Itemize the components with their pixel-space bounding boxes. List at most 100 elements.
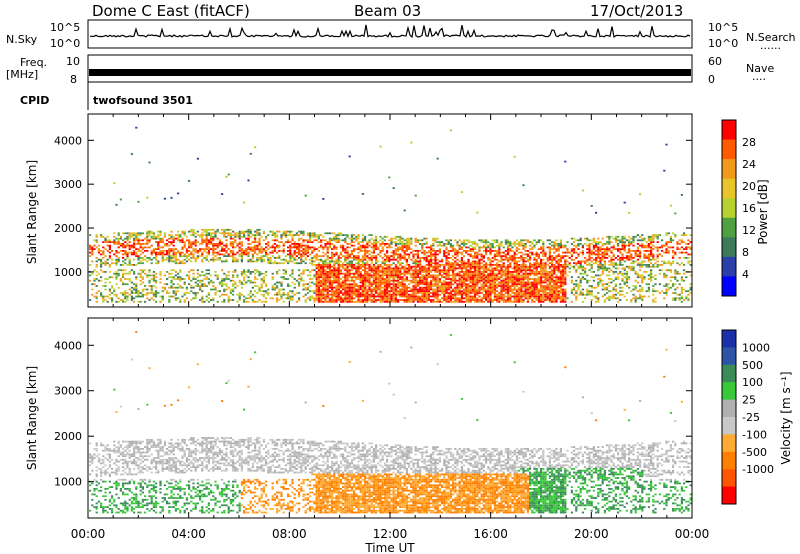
echo-cell: [168, 250, 171, 252]
echo-cell: [405, 295, 408, 298]
echo-cell: [130, 297, 133, 300]
echo-cell: [542, 269, 545, 272]
echo-cell: [381, 271, 384, 273]
echo-cell: [278, 246, 281, 249]
echo-cell: [518, 260, 521, 263]
echo-cell: [370, 283, 373, 286]
echo-cell: [322, 292, 325, 294]
echo-cell: [482, 295, 485, 298]
echo-cell: [181, 260, 184, 263]
echo-cell: [284, 255, 287, 257]
echo-cell: [344, 258, 347, 261]
echo-cell: [163, 232, 166, 235]
echo-cell: [544, 274, 547, 277]
echo-cell: [564, 271, 567, 273]
echo-cell: [452, 274, 455, 277]
echo-cell: [276, 286, 279, 289]
echo-cell: [443, 286, 446, 289]
echo-cell: [423, 269, 426, 272]
echo-cell: [425, 299, 428, 301]
echo-cell: [458, 246, 461, 249]
echo-cell: [482, 264, 485, 266]
echo-cell: [502, 279, 505, 282]
echo-cell: [350, 253, 353, 256]
echo-cell: [535, 260, 538, 263]
echo-cell: [507, 276, 510, 279]
echo-cell: [546, 283, 549, 286]
echo-cell: [196, 283, 199, 286]
echo-cell: [205, 255, 208, 257]
echo-cell: [559, 260, 562, 263]
echo-cell: [216, 251, 219, 254]
echo-cell: [381, 265, 384, 268]
echo-cell: [289, 258, 292, 261]
echo-cell: [315, 288, 318, 291]
echo-cell: [460, 283, 463, 286]
echo-cell: [245, 237, 248, 240]
echo-cell: [320, 234, 323, 236]
echo-cell: [518, 276, 521, 279]
echo-cell: [458, 283, 461, 286]
echo-cell: [293, 253, 296, 256]
echo-cell: [181, 251, 184, 254]
echo-cell: [467, 272, 470, 275]
echo-cell: [496, 258, 499, 261]
echo-cell: [573, 262, 576, 265]
echo-cell: [300, 250, 303, 252]
echo-cell: [489, 290, 492, 293]
echo-cell: [397, 235, 400, 238]
echo-cell: [295, 234, 298, 236]
echo-cell: [159, 274, 162, 277]
echo-cell: [254, 248, 257, 250]
echo-cell: [320, 269, 323, 272]
echo-cell: [408, 279, 411, 282]
echo-cell: [410, 281, 413, 284]
echo-cell: [166, 290, 169, 293]
echo-cell: [383, 272, 386, 275]
echo-cell: [456, 290, 459, 293]
echo-cell: [537, 281, 540, 284]
echo-cell: [502, 300, 505, 303]
echo-cell: [564, 292, 567, 294]
echo-cell: [544, 288, 547, 291]
echo-cell: [419, 288, 422, 291]
echo-cell: [377, 285, 380, 287]
echo-cell: [117, 232, 120, 235]
echo-cell: [320, 267, 323, 270]
echo-cell: [205, 243, 208, 245]
echo-cell: [284, 260, 287, 263]
echo-cell: [276, 299, 279, 301]
echo-cell: [135, 126, 138, 129]
echo-cell: [430, 281, 433, 284]
echo-cell: [353, 274, 356, 277]
echo-cell: [337, 234, 340, 236]
echo-cell: [190, 260, 193, 263]
echo-cell: [557, 265, 560, 268]
echo-cell: [375, 278, 378, 280]
echo-cell: [412, 255, 415, 257]
echo-cell: [139, 250, 142, 252]
echo-cell: [449, 257, 452, 259]
echo-cell: [337, 276, 340, 279]
echo-cell: [346, 255, 349, 257]
echo-cell: [350, 278, 353, 280]
echo-cell: [152, 299, 155, 301]
echo-cell: [282, 232, 285, 235]
echo-cell: [425, 255, 428, 257]
echo-cell: [478, 274, 481, 277]
echo-cell: [375, 265, 378, 268]
echo-cell: [152, 278, 155, 280]
echo-cell: [170, 269, 173, 272]
echo-cell: [172, 255, 175, 257]
echo-cell: [353, 258, 356, 261]
echo-cell: [447, 260, 450, 263]
echo-cell: [502, 278, 505, 280]
echo-cell: [491, 300, 494, 303]
echo-cell: [93, 295, 96, 298]
echo-cell: [377, 283, 380, 286]
echo-cell: [408, 248, 411, 250]
echo-cell: [511, 250, 514, 252]
echo-cell: [368, 279, 371, 282]
echo-cell: [522, 257, 525, 259]
echo-cell: [557, 285, 560, 287]
